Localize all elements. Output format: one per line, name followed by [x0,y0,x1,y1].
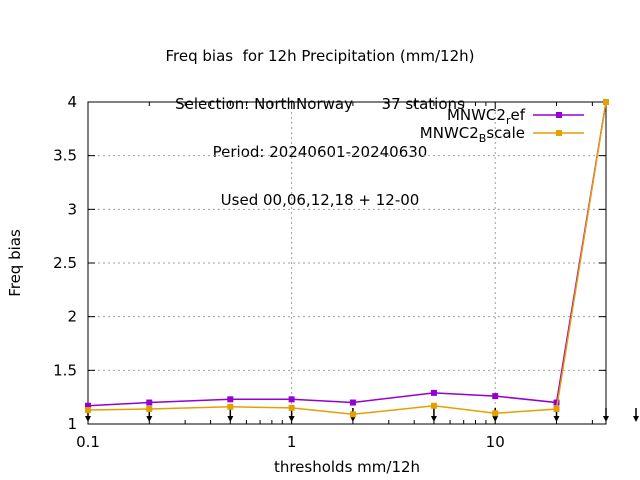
y-tick-label: 2.5 [53,254,77,272]
y-axis-label: Freq bias [6,229,24,297]
series-2-point [430,402,437,409]
legend-marker-2 [556,130,562,136]
title-line-1: Freq bias for 12h Precipitation (mm/12h) [165,47,475,65]
count-marker-head [553,416,560,422]
series-2-point [492,410,499,417]
series-1-point [349,399,356,406]
count-marker-head [349,416,356,422]
series-2-point [349,411,356,418]
chart-title: Freq bias for 12h Precipitation (mm/12h)… [0,16,640,224]
legend-marker-1 [556,112,562,118]
x-axis-label: thresholds mm/12h [274,458,420,476]
title-line-4: Used 00,06,12,18 + 12-00 [220,191,420,209]
y-tick-label: 1.5 [53,361,77,379]
series-2-point [85,407,91,414]
series-line-2 [87,101,607,416]
y-tick-label: 2 [67,308,77,326]
series-1-point [288,396,295,403]
count-marker-head [430,416,437,422]
legend-label-2: MNWC2Bscale [420,124,525,145]
series-1-point [146,399,153,406]
y-tick-label: 1 [67,415,77,433]
title-line-2: Selection: NorthNorway 37 stations [175,95,465,113]
count-marker-head [288,416,295,422]
series-1-point [430,389,437,396]
y-tick-label: 3.5 [53,147,77,165]
x-tick-label: 1 [287,433,297,451]
series-line-1 [87,101,607,407]
count-marker-head [85,416,91,422]
count-marker-head [492,416,499,422]
series-1-point [227,396,234,403]
series-2-point [553,405,560,412]
series-1-point [492,393,499,400]
count-marker-head [603,416,609,422]
count-marker-head [227,416,234,422]
y-tick-label: 3 [67,200,77,218]
series-1-point [85,402,91,409]
series-2-point [227,403,234,410]
y-tick-label: 4 [67,93,77,111]
x-axis: 0.1 1 10 [76,102,593,451]
series-1-point [553,399,560,406]
series-2-point [288,404,295,411]
series-2-point [146,405,153,412]
count-marker-head [146,416,153,422]
x-tick-label: 10 [486,433,505,451]
series-2-point [603,99,609,105]
legend-label-1: MNWC2ref [447,106,526,127]
y-axis: 1 1.5 2 2.5 3 3.5 4 [53,93,606,433]
series-group [85,99,609,418]
x-tick-label: 0.1 [76,433,100,451]
count-marker-head [633,416,639,422]
grid-lines [88,102,606,424]
